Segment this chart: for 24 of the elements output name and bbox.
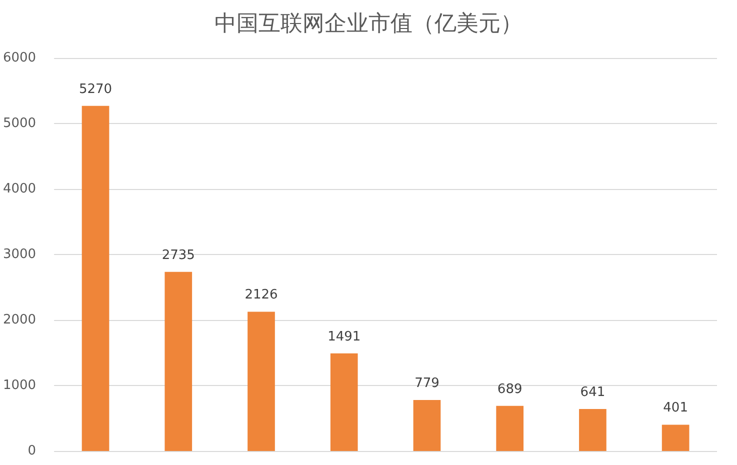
- y-tick-label: 6000: [2, 50, 36, 66]
- bar: [248, 312, 275, 451]
- bar: [662, 424, 690, 451]
- data-label: 1491: [328, 329, 361, 344]
- data-label: 641: [580, 385, 606, 400]
- bar: [496, 406, 524, 451]
- data-label: 2735: [162, 248, 195, 263]
- data-label: 2126: [244, 288, 278, 303]
- y-tick-label: 1000: [2, 378, 36, 393]
- y-tick-label: 2000: [2, 312, 36, 328]
- data-label: 5270: [78, 82, 112, 97]
- data-label: 779: [414, 376, 440, 391]
- y-tick-label: 0: [28, 444, 36, 458]
- bar: [330, 353, 358, 451]
- bar: [164, 272, 192, 451]
- bar: [82, 106, 110, 451]
- y-tick-label: 3000: [2, 247, 36, 262]
- bar: [579, 409, 606, 451]
- chart-title: 中国互联网企业市值（亿美元）: [214, 12, 522, 36]
- data-label: 689: [497, 382, 522, 397]
- y-tick-label: 5000: [2, 116, 36, 131]
- y-tick-label: 4000: [2, 182, 36, 196]
- bar: [413, 400, 441, 451]
- data-label: 401: [663, 400, 688, 416]
